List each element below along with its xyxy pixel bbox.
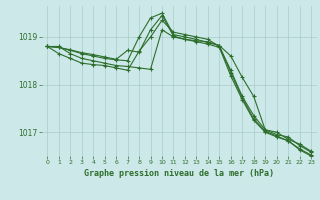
X-axis label: Graphe pression niveau de la mer (hPa): Graphe pression niveau de la mer (hPa) [84,169,274,178]
